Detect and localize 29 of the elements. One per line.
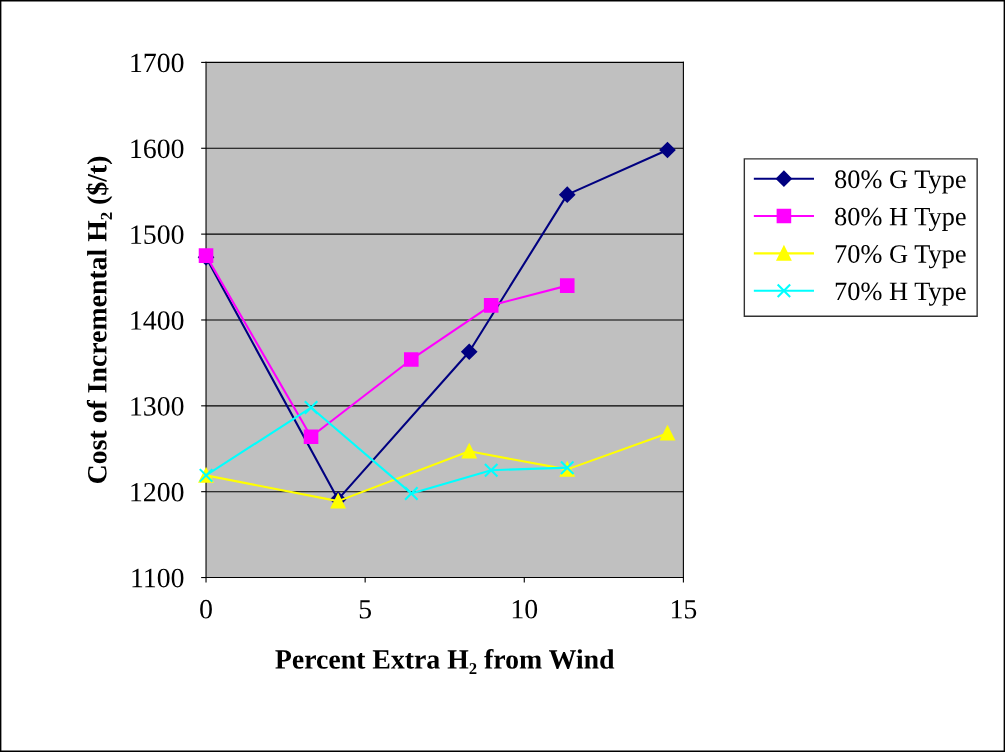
y-tick-label: 1300 xyxy=(131,396,184,416)
point xyxy=(303,400,319,415)
point xyxy=(660,426,675,441)
point xyxy=(659,142,676,158)
point xyxy=(303,429,319,445)
y-tick-label: 1700 xyxy=(131,53,184,73)
legend-label: 70% G Type xyxy=(835,245,966,269)
x-tick-label: 5 xyxy=(359,600,372,619)
point xyxy=(461,343,478,360)
legend-label: 80% G Type xyxy=(835,170,966,194)
x-tick-label: 10 xyxy=(512,599,538,619)
point xyxy=(559,278,575,293)
point xyxy=(559,186,576,203)
x-tick-label: 0 xyxy=(200,599,212,619)
point xyxy=(483,298,499,313)
y-tick-label: 1200 xyxy=(131,482,184,502)
y-tick-label: 1500 xyxy=(131,225,184,245)
x-axis-title: Percent Extra H₂ from Wind xyxy=(275,648,615,675)
point xyxy=(461,444,477,459)
legend-label: 70% H Type xyxy=(835,282,966,306)
point xyxy=(483,462,499,478)
y-tick-label: 1400 xyxy=(131,311,184,330)
x-tick-label: 15 xyxy=(671,600,697,619)
y-tick-label: 1600 xyxy=(131,139,184,159)
y-tick-label: 1100 xyxy=(132,568,184,588)
legend-label: 80% H Type xyxy=(835,207,966,231)
y-axis-title: Cost of Incremental H₂ ($/t) xyxy=(86,156,113,483)
point xyxy=(404,352,419,367)
point xyxy=(404,486,419,501)
